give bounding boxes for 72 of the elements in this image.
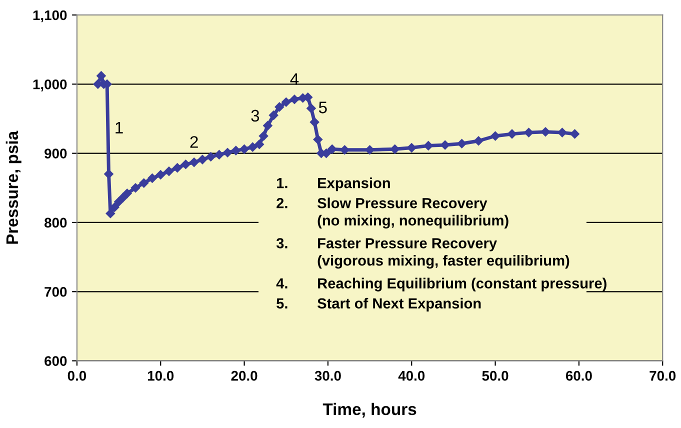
y-tick-label: 800 [44,218,67,228]
point [440,140,450,150]
x-tick-label: 60.0 [566,370,592,381]
x-tick-label: 70.0 [650,370,676,381]
y-axis-title: Pressure, psia [6,130,22,244]
point [222,148,232,158]
annotation: Faster Pressure Recovery (vigorous mixing, faster equilibrium) [318,238,570,269]
point [104,169,114,179]
annotation: 4 [290,73,299,85]
annotation: Slow Pressure Recovery (no mixing, nonequilibrium) [317,198,508,229]
y-tick-label: 1,100 [33,10,67,22]
point [313,134,323,144]
annotation: Start of Next Expansion [317,298,481,312]
annotation: 3 [251,110,260,122]
point [524,128,534,138]
point [457,139,466,148]
annotation: 1 [116,122,123,134]
y-tick-label: 900 [44,148,67,158]
point [189,158,199,167]
annotation: 2. [276,198,288,208]
point [254,140,264,149]
point [164,166,174,176]
point [214,150,224,160]
point [240,144,249,154]
point [258,131,268,141]
point [274,102,284,112]
point [231,146,241,156]
y-tick-label: 1,000 [33,79,67,92]
point [558,128,567,138]
point [424,141,433,150]
point [490,131,500,141]
annotation: 5 [318,102,327,114]
annotation: 2 [190,136,198,148]
point [268,110,278,120]
point [106,208,116,218]
x-tick-label: 50.0 [482,370,508,381]
point [206,152,216,162]
annotation: 5. [276,298,288,309]
point [248,142,258,152]
y-tick-label: 700 [44,286,67,297]
annotation: 3. [276,238,288,248]
point [172,163,182,172]
point [540,127,550,136]
y-tick-label: 600 [44,356,67,366]
annotation: 4. [276,278,288,288]
x-tick-label: 30.0 [314,370,341,381]
annotation: Expansion [318,178,390,192]
x-tick-label: 0.0 [68,370,86,381]
x-axis-title: Time, hours [322,402,416,418]
x-tick-label: 40.0 [398,370,425,381]
point [281,98,291,107]
point [181,160,190,169]
point [570,129,580,139]
x-tick-label: 20.0 [231,370,258,381]
point [290,94,300,104]
point [139,178,149,188]
annotation: Reaching Equilibrium (constant pressure) [318,278,606,292]
point [406,143,416,152]
point [390,144,400,154]
point [148,174,157,183]
point [306,104,316,113]
point [474,136,484,146]
point [310,118,320,127]
x-tick-label: 10.0 [148,370,174,381]
annotation: 1. [276,178,288,188]
point [507,129,517,139]
point [198,154,208,164]
point [263,121,272,130]
point [156,170,166,180]
point [130,183,140,193]
point [122,188,132,198]
point [328,144,337,154]
